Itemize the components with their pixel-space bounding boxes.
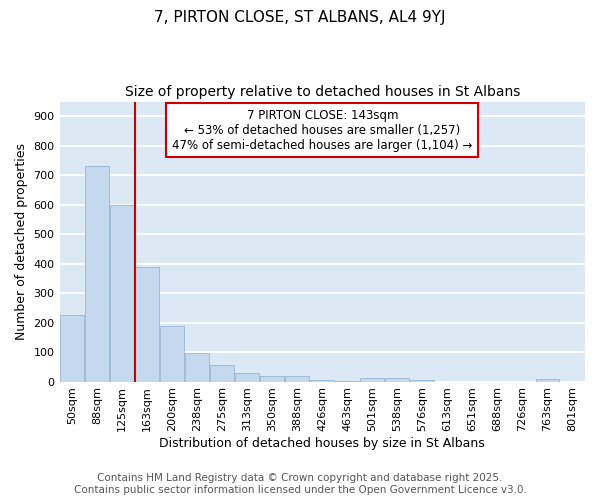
- Bar: [260, 376, 284, 382]
- Bar: [210, 365, 234, 382]
- Bar: [536, 379, 559, 382]
- Text: Contains HM Land Registry data © Crown copyright and database right 2025.
Contai: Contains HM Land Registry data © Crown c…: [74, 474, 526, 495]
- Title: Size of property relative to detached houses in St Albans: Size of property relative to detached ho…: [125, 85, 520, 99]
- Bar: [335, 380, 359, 382]
- Bar: [60, 316, 84, 382]
- Text: 7 PIRTON CLOSE: 143sqm
← 53% of detached houses are smaller (1,257)
47% of semi-: 7 PIRTON CLOSE: 143sqm ← 53% of detached…: [172, 108, 472, 152]
- Y-axis label: Number of detached properties: Number of detached properties: [15, 143, 28, 340]
- X-axis label: Distribution of detached houses by size in St Albans: Distribution of detached houses by size …: [160, 437, 485, 450]
- Bar: [85, 166, 109, 382]
- Text: 7, PIRTON CLOSE, ST ALBANS, AL4 9YJ: 7, PIRTON CLOSE, ST ALBANS, AL4 9YJ: [154, 10, 446, 25]
- Bar: [410, 380, 434, 382]
- Bar: [361, 378, 384, 382]
- Bar: [385, 378, 409, 382]
- Bar: [310, 380, 334, 382]
- Bar: [235, 372, 259, 382]
- Bar: [135, 266, 159, 382]
- Bar: [110, 204, 134, 382]
- Bar: [185, 353, 209, 382]
- Bar: [160, 326, 184, 382]
- Bar: [286, 376, 309, 382]
